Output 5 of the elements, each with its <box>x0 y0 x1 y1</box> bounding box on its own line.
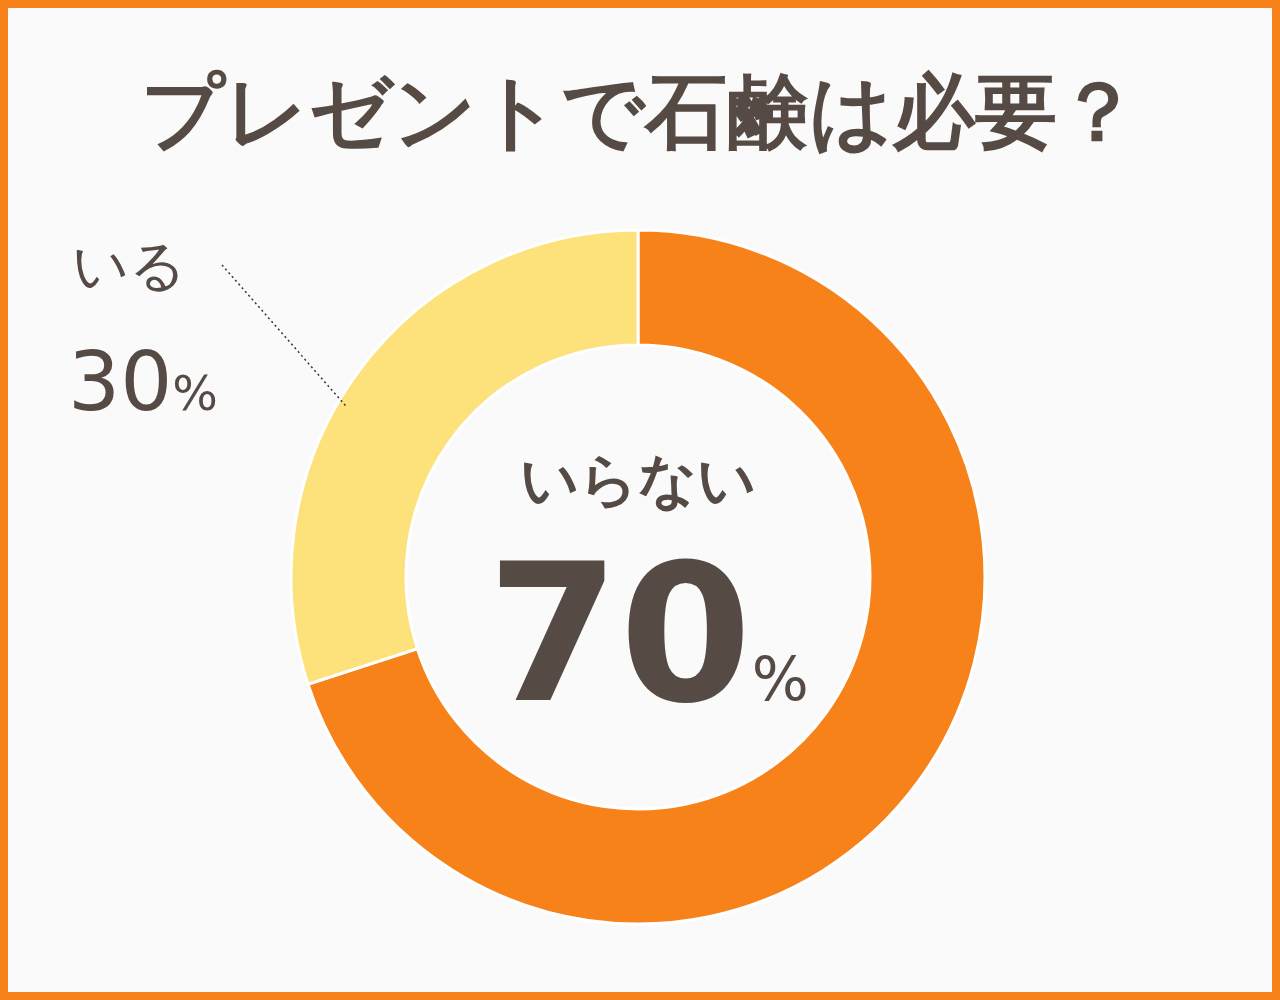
slice-label: いる <box>72 233 186 298</box>
slice-label: いらない <box>520 446 756 514</box>
data-label: 30% <box>68 334 218 429</box>
data-label: 70% <box>487 524 809 745</box>
chart-title: プレゼントで石鹸は必要？ <box>141 64 1139 159</box>
